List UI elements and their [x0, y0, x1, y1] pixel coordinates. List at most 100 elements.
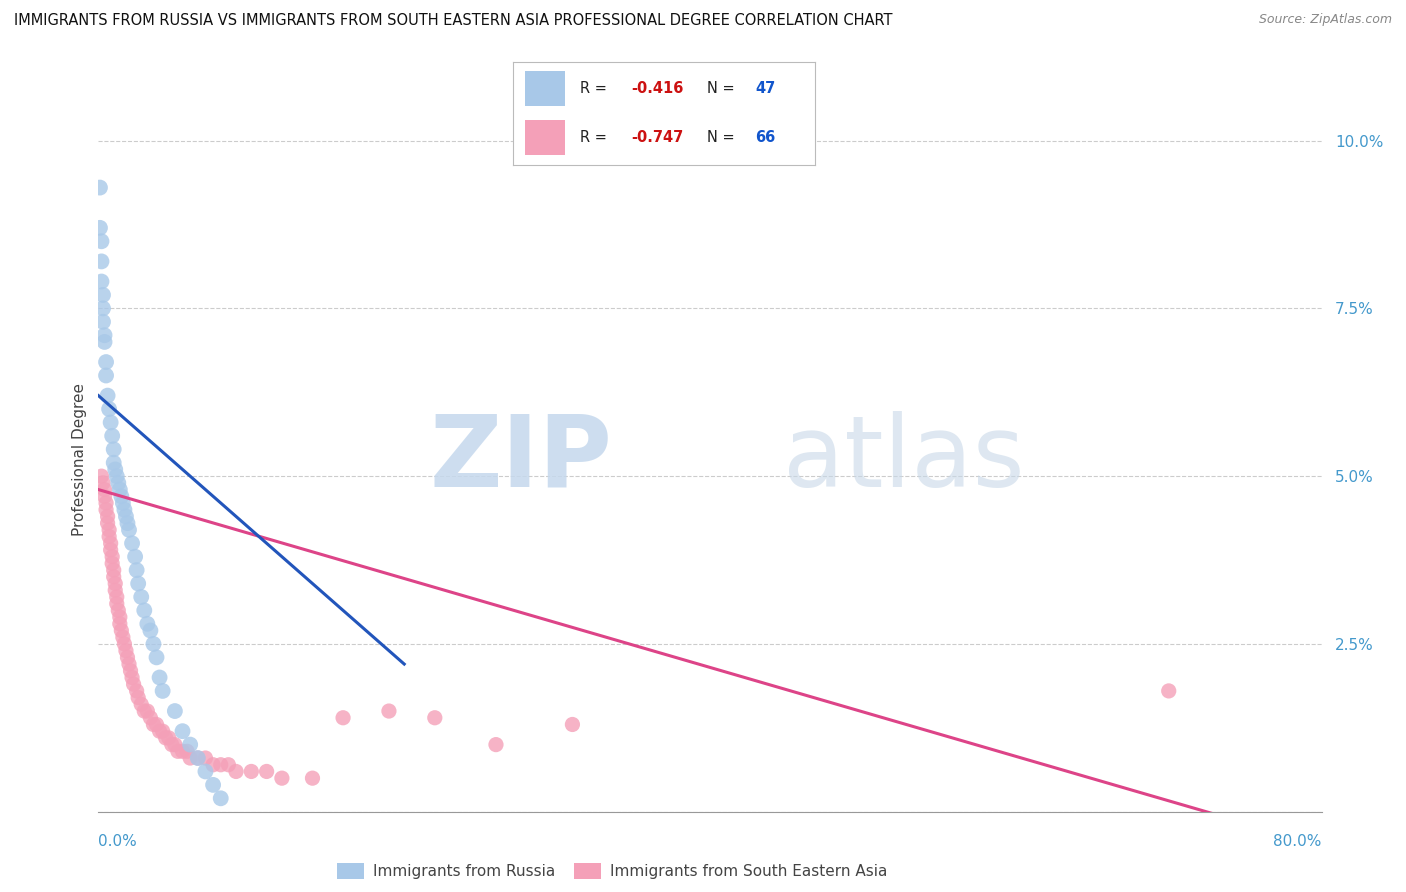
Point — [101, 429, 124, 443]
Point — [105, 590, 128, 604]
Point — [163, 738, 186, 752]
Point — [97, 509, 120, 524]
Point — [136, 616, 159, 631]
Point — [93, 483, 115, 497]
Point — [176, 744, 198, 758]
Point — [108, 610, 131, 624]
Text: atlas: atlas — [783, 411, 1025, 508]
Point — [100, 536, 122, 550]
Point — [187, 751, 209, 765]
Point — [120, 664, 142, 678]
Point — [145, 717, 167, 731]
Point — [91, 301, 114, 316]
Point — [105, 469, 128, 483]
Point — [139, 711, 162, 725]
Point — [94, 368, 117, 383]
Y-axis label: Professional Degree: Professional Degree — [72, 383, 87, 536]
Point — [93, 328, 115, 343]
Point — [97, 516, 120, 530]
Point — [142, 717, 165, 731]
Point — [89, 180, 111, 194]
Point — [179, 751, 201, 765]
Point — [111, 496, 134, 510]
Point — [187, 751, 209, 765]
Point — [117, 516, 139, 530]
Point — [103, 563, 125, 577]
Point — [561, 717, 583, 731]
Point — [89, 220, 111, 235]
Point — [110, 489, 132, 503]
Point — [152, 724, 174, 739]
Point — [149, 671, 172, 685]
Point — [104, 583, 127, 598]
Text: Source: ZipAtlas.com: Source: ZipAtlas.com — [1258, 13, 1392, 27]
Point — [107, 475, 129, 490]
Point — [110, 624, 132, 638]
Point — [270, 771, 292, 785]
Point — [149, 724, 172, 739]
Point — [485, 738, 508, 752]
Point — [172, 744, 194, 758]
Point — [157, 731, 180, 745]
Point — [167, 744, 190, 758]
Point — [202, 757, 225, 772]
Point — [103, 456, 125, 470]
Point — [240, 764, 263, 779]
Text: -0.747: -0.747 — [631, 130, 683, 145]
Point — [121, 536, 143, 550]
Point — [122, 677, 145, 691]
Text: ZIP: ZIP — [429, 411, 612, 508]
Point — [378, 704, 401, 718]
Point — [115, 509, 138, 524]
Point — [301, 771, 323, 785]
Point — [117, 650, 139, 665]
Point — [90, 469, 112, 483]
Point — [152, 684, 174, 698]
Text: 0.0%: 0.0% — [98, 834, 138, 849]
Legend: Immigrants from Russia, Immigrants from South Eastern Asia: Immigrants from Russia, Immigrants from … — [330, 857, 894, 885]
Point — [160, 738, 183, 752]
Point — [209, 757, 232, 772]
Point — [142, 637, 165, 651]
Point — [134, 704, 156, 718]
Point — [91, 315, 114, 329]
Point — [91, 475, 114, 490]
Point — [111, 630, 134, 644]
FancyBboxPatch shape — [526, 70, 565, 105]
Text: -0.416: -0.416 — [631, 80, 683, 95]
Point — [155, 731, 177, 745]
Point — [256, 764, 278, 779]
Point — [129, 590, 152, 604]
Point — [121, 671, 143, 685]
Point — [145, 650, 167, 665]
Point — [101, 549, 124, 564]
Point — [136, 704, 159, 718]
Text: R =: R = — [579, 80, 612, 95]
Point — [134, 603, 156, 617]
Point — [202, 778, 225, 792]
Point — [163, 704, 186, 718]
Point — [172, 724, 194, 739]
Point — [112, 637, 135, 651]
Point — [90, 275, 112, 289]
Text: N =: N = — [707, 130, 740, 145]
Text: 47: 47 — [755, 80, 775, 95]
Point — [209, 791, 232, 805]
Point — [90, 254, 112, 268]
Point — [124, 549, 146, 564]
Point — [94, 355, 117, 369]
Point — [1157, 684, 1180, 698]
Point — [194, 764, 217, 779]
Point — [98, 523, 121, 537]
Point — [98, 530, 121, 544]
Point — [225, 764, 247, 779]
Point — [108, 483, 131, 497]
Point — [91, 288, 114, 302]
Point — [104, 462, 127, 476]
FancyBboxPatch shape — [526, 120, 565, 155]
Point — [100, 543, 122, 558]
Point — [100, 416, 122, 430]
Point — [125, 563, 148, 577]
Point — [127, 576, 149, 591]
Text: 80.0%: 80.0% — [1274, 834, 1322, 849]
